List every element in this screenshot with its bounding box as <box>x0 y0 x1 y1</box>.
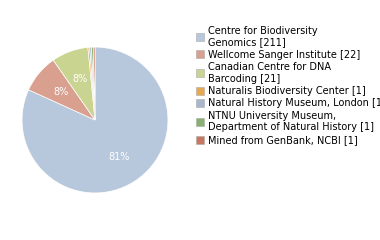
Wedge shape <box>22 47 168 193</box>
Wedge shape <box>92 47 95 120</box>
Text: 81%: 81% <box>108 152 130 162</box>
Wedge shape <box>28 60 95 120</box>
Text: 8%: 8% <box>72 74 87 84</box>
Legend: Centre for Biodiversity
Genomics [211], Wellcome Sanger Institute [22], Canadian: Centre for Biodiversity Genomics [211], … <box>195 24 380 146</box>
Wedge shape <box>53 47 95 120</box>
Text: 8%: 8% <box>54 87 69 97</box>
Wedge shape <box>90 47 95 120</box>
Wedge shape <box>88 47 95 120</box>
Wedge shape <box>93 47 95 120</box>
